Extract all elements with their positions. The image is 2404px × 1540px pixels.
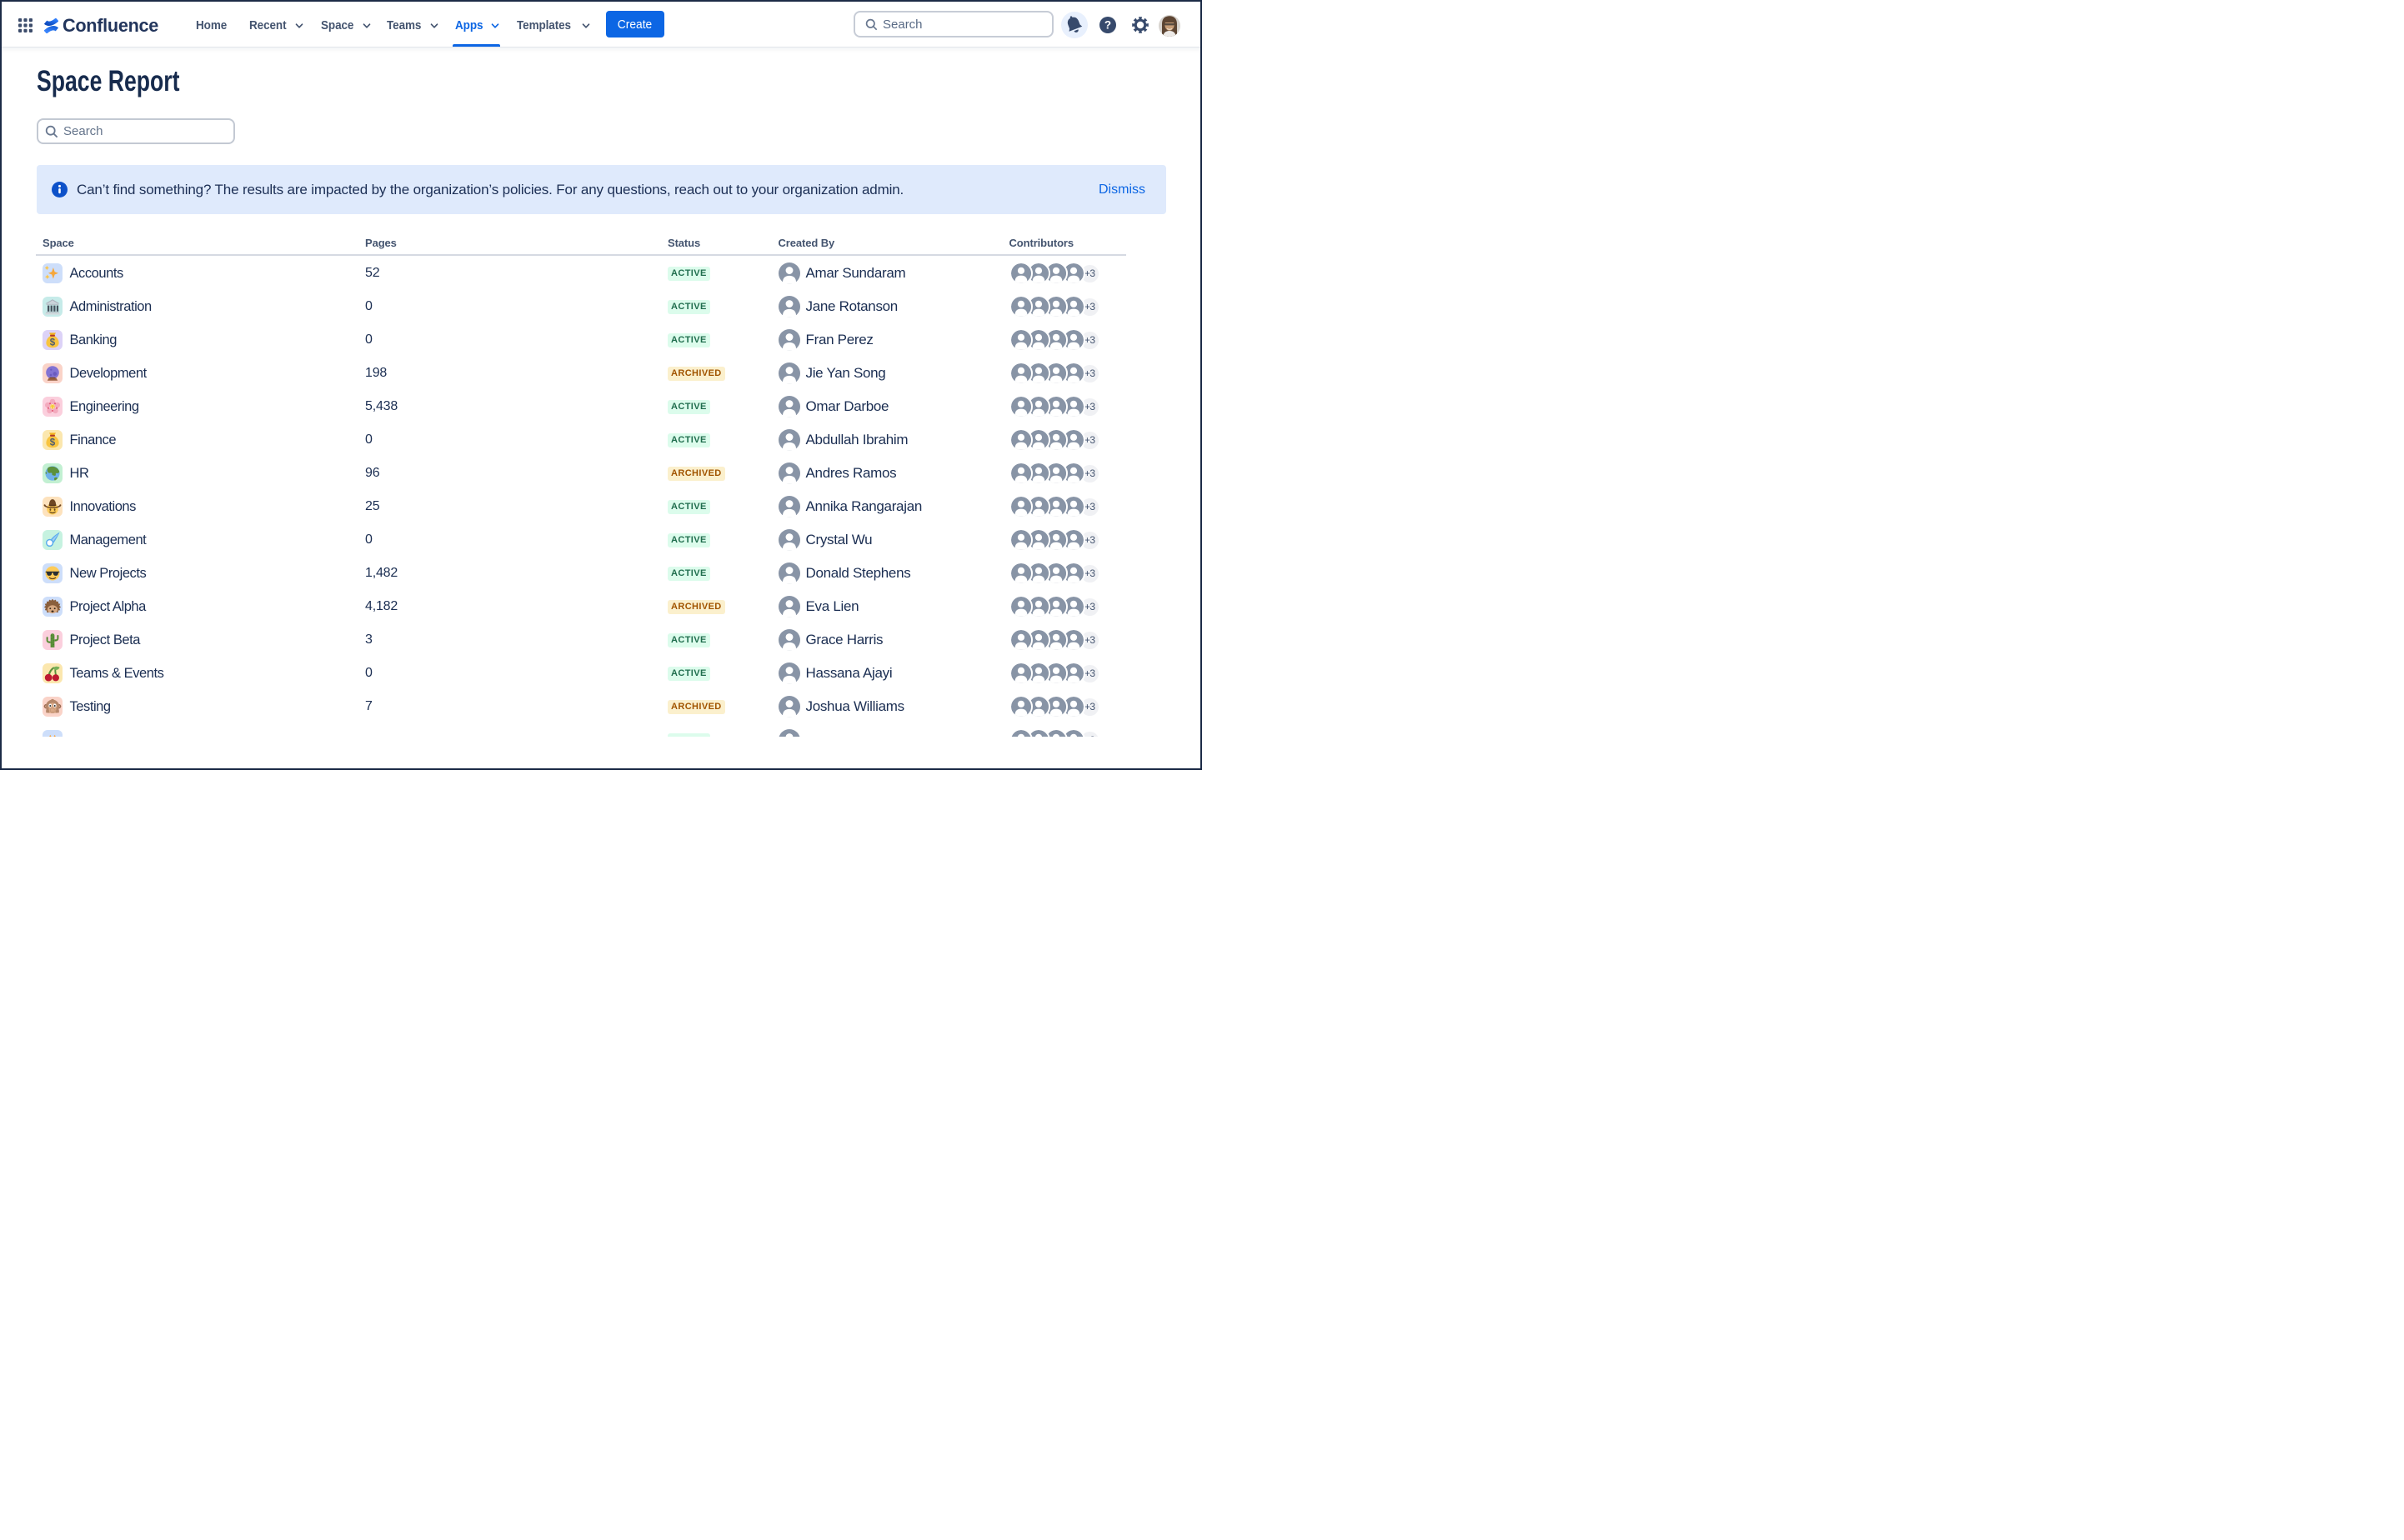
svg-text:?: ? [1104,18,1111,31]
